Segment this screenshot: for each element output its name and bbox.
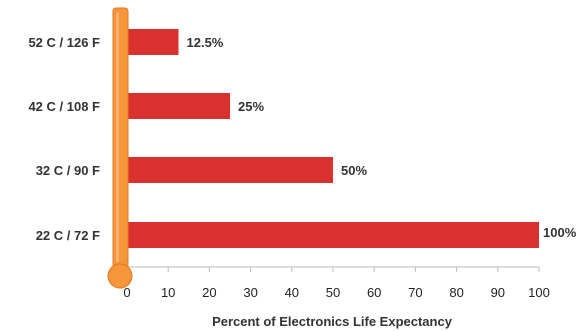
x-tick-label: 10 — [161, 285, 175, 300]
category-label: 42 C / 108 F — [28, 99, 100, 114]
x-tick-label: 0 — [123, 285, 130, 300]
data-labels: 12.5% 25% 50% 100% — [187, 35, 577, 240]
x-tick-label: 30 — [243, 285, 257, 300]
data-label: 100% — [543, 225, 577, 240]
data-label: 12.5% — [187, 35, 224, 50]
thermometer-bulb — [107, 263, 133, 289]
category-label: 32 C / 90 F — [36, 163, 100, 178]
data-label: 25% — [238, 99, 264, 114]
axes — [121, 266, 540, 272]
bar-3 — [127, 222, 539, 248]
x-tick-labels: 0 10 20 30 40 50 60 70 80 90 100 — [123, 285, 549, 300]
category-label: 52 C / 126 F — [28, 35, 100, 50]
x-axis-title: Percent of Electronics Life Expectancy — [212, 314, 453, 329]
category-label: 22 C / 72 F — [36, 228, 100, 243]
bar-2 — [127, 157, 333, 183]
x-tick-label: 90 — [491, 285, 505, 300]
data-label: 50% — [341, 163, 367, 178]
bar-0 — [127, 29, 179, 55]
x-tick-label: 40 — [285, 285, 299, 300]
x-tick-label: 100 — [528, 285, 550, 300]
x-tick-label: 60 — [367, 285, 381, 300]
category-labels: 52 C / 126 F 42 C / 108 F 32 C / 90 F 22 C … — [28, 35, 100, 243]
thermometer-highlight — [116, 12, 119, 262]
x-tick-label: 70 — [408, 285, 422, 300]
x-tick-label: 20 — [202, 285, 216, 300]
bar-1 — [127, 93, 230, 119]
thermometer-tube — [112, 7, 129, 273]
x-tick-label: 80 — [449, 285, 463, 300]
thermometer-icon — [107, 7, 133, 289]
bars — [127, 29, 539, 248]
x-tick-label: 50 — [326, 285, 340, 300]
